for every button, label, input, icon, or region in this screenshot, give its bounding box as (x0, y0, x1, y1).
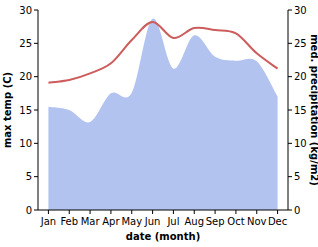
y2-tick (288, 76, 292, 77)
y2-tick-label: 15 (294, 105, 307, 116)
y2-tick (288, 10, 292, 11)
y2-tick-label: 5 (294, 171, 300, 182)
y-tick (34, 43, 38, 44)
x-tick-label: Dec (268, 216, 287, 227)
x-tick (235, 210, 236, 214)
x-tick-label: Feb (60, 216, 78, 227)
x-tick (194, 210, 195, 214)
x-tick (69, 210, 70, 214)
y2-axis-label: med. precipitation (kg/m2) (309, 34, 318, 186)
y2-tick-label: 0 (294, 205, 300, 216)
x-tick-label: Jan (40, 216, 56, 227)
x-tick-label: May (121, 216, 142, 227)
x-tick (277, 210, 278, 214)
x-tick-label: Apr (102, 216, 120, 227)
x-tick (131, 210, 132, 214)
chart: 051015202530051015202530JanFebMarAprMayJ… (0, 0, 318, 247)
x-tick-label: Oct (227, 216, 244, 227)
y-tick (34, 176, 38, 177)
x-tick (215, 210, 216, 214)
y-tick-label: 25 (19, 38, 32, 49)
y2-tick (288, 110, 292, 111)
x-tick-label: Sep (206, 216, 225, 227)
temp-line (48, 22, 277, 83)
y-tick-label: 5 (26, 171, 32, 182)
y-tick (34, 110, 38, 111)
plot-area (48, 18, 277, 210)
x-axis-label: date (month) (126, 231, 200, 242)
y2-tick-label: 20 (294, 71, 307, 82)
y2-tick-label: 25 (294, 38, 307, 49)
y2-tick (288, 176, 292, 177)
x-tick-label: Jul (166, 216, 179, 227)
y-tick (34, 10, 38, 11)
x-tick (110, 210, 111, 214)
y2-tick (288, 43, 292, 44)
y2-tick (288, 210, 292, 211)
bottom-axis (38, 210, 288, 211)
y-tick-label: 0 (26, 205, 32, 216)
y2-tick-label: 30 (294, 5, 307, 16)
y-tick (34, 210, 38, 211)
x-tick (90, 210, 91, 214)
x-tick (173, 210, 174, 214)
y2-tick (288, 143, 292, 144)
x-tick (48, 210, 49, 214)
y-tick (34, 143, 38, 144)
x-tick-label: Aug (184, 216, 204, 227)
x-tick-label: Jun (144, 216, 161, 227)
y-tick-label: 10 (19, 138, 32, 149)
x-tick-label: Mar (81, 216, 101, 227)
y-axis-label: max temp (C) (2, 72, 13, 148)
y-tick-label: 30 (19, 5, 32, 16)
y-tick-label: 20 (19, 71, 32, 82)
x-tick-label: Nov (247, 216, 267, 227)
y-tick-label: 15 (19, 105, 32, 116)
y-tick (34, 76, 38, 77)
x-tick (152, 210, 153, 214)
x-tick (256, 210, 257, 214)
y2-tick-label: 10 (294, 138, 307, 149)
precip-area (48, 18, 277, 210)
